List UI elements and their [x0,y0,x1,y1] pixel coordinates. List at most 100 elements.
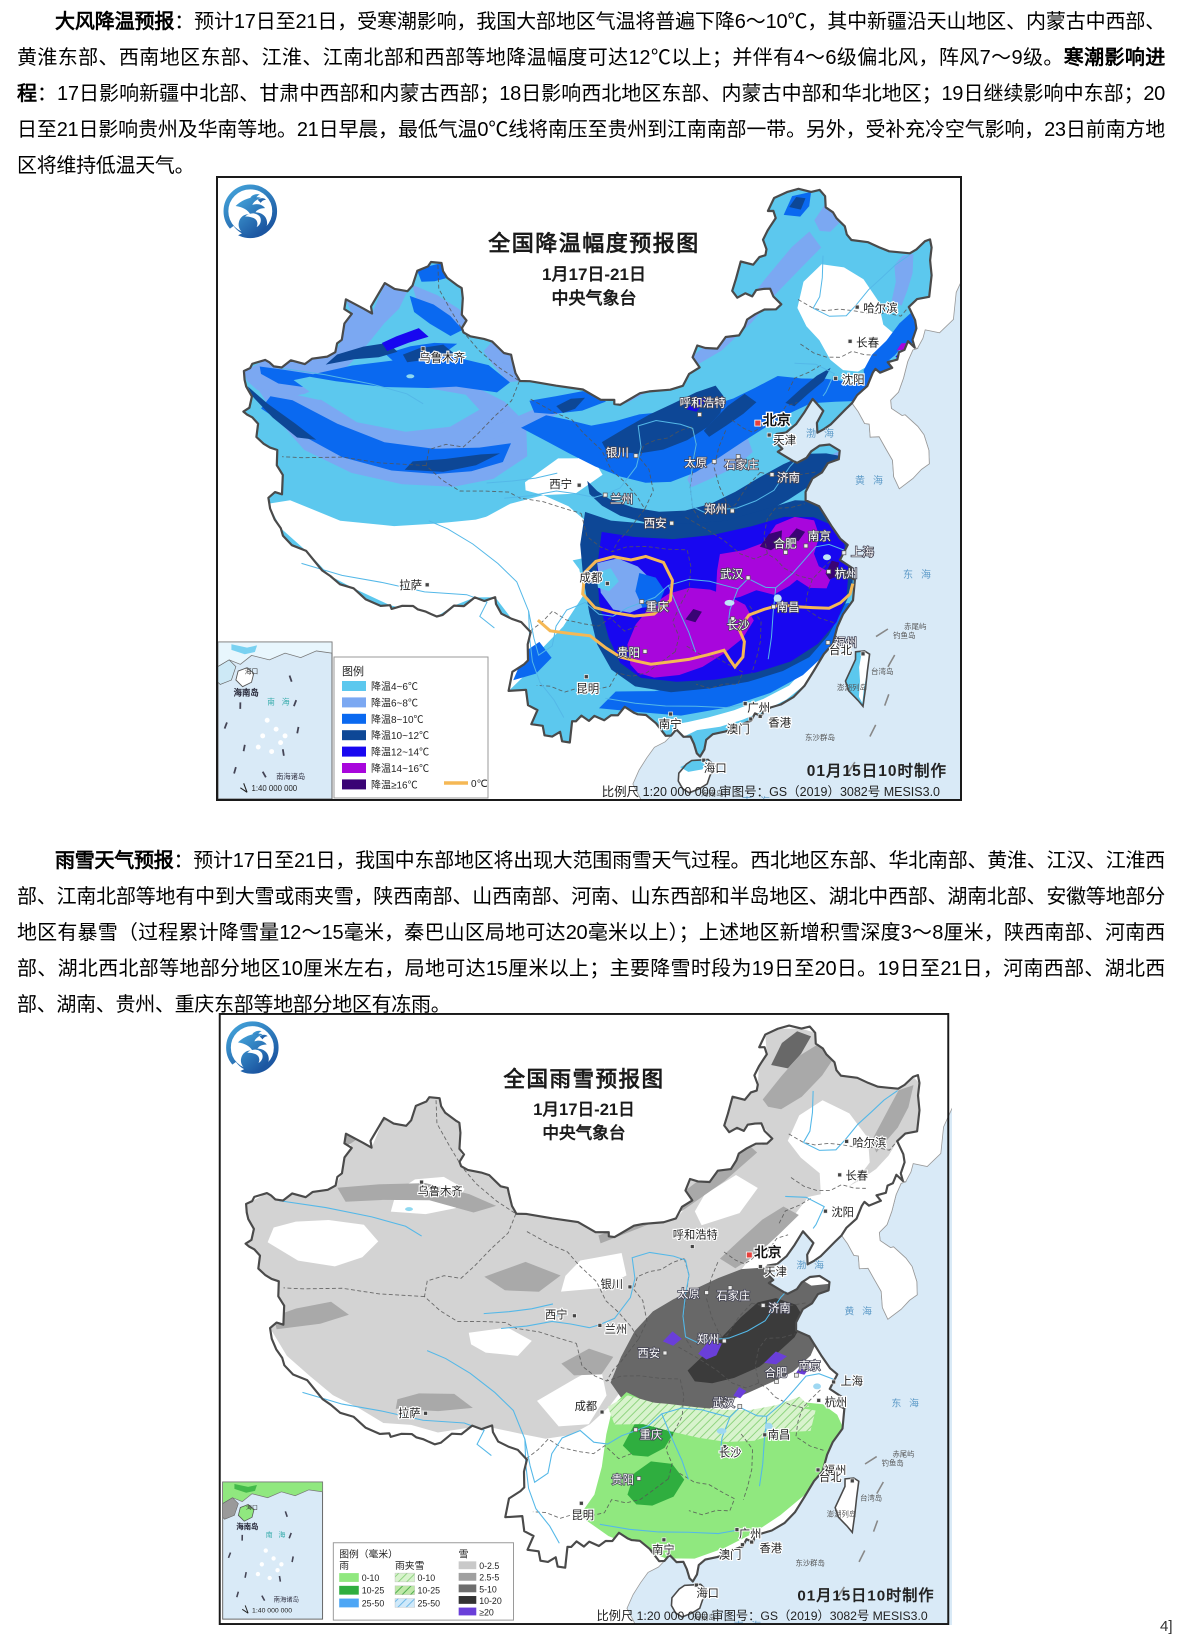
svg-text:昆明: 昆明 [576,683,599,696]
svg-text:降温8~10℃: 降温8~10℃ [371,713,424,726]
svg-text:25-50: 25-50 [418,1598,441,1608]
svg-text:呼和浩特: 呼和浩特 [680,396,726,410]
svg-text:中央气象台: 中央气象台 [552,288,637,308]
svg-text:南海: 南海 [266,1530,291,1539]
svg-text:澳门: 澳门 [719,1547,742,1561]
svg-text:兰州: 兰州 [610,493,633,506]
svg-text:北京: 北京 [754,1244,782,1260]
svg-text:海口: 海口 [245,666,258,675]
svg-text:0-2.5: 0-2.5 [479,1561,499,1571]
svg-text:南京: 南京 [798,1358,821,1372]
svg-text:25-50: 25-50 [362,1598,385,1608]
svg-text:5-10: 5-10 [479,1584,497,1594]
svg-text:西安: 西安 [638,1346,661,1360]
svg-text:长春: 长春 [846,1170,869,1183]
svg-text:哈尔滨: 哈尔滨 [852,1135,886,1149]
svg-text:澎湖列岛: 澎湖列岛 [837,682,867,692]
svg-text:石家庄: 石家庄 [724,458,759,472]
svg-text:银川: 银川 [606,446,629,460]
svg-text:合肥: 合肥 [774,536,797,550]
svg-text:成都: 成都 [575,1400,598,1413]
svg-text:昆明: 昆明 [572,1509,595,1522]
svg-text:雪: 雪 [459,1548,469,1560]
svg-text:渤海: 渤海 [806,427,842,440]
svg-text:福州: 福州 [834,636,857,650]
svg-text:香港: 香港 [768,716,791,729]
svg-text:南宁: 南宁 [652,1543,675,1557]
svg-text:雨: 雨 [339,1561,349,1572]
svg-text:郑州: 郑州 [697,1332,720,1346]
svg-text:广州: 广州 [747,702,770,715]
svg-text:福州: 福州 [824,1463,847,1477]
svg-text:黄海: 黄海 [855,474,891,487]
svg-text:海南岛: 海南岛 [236,1522,258,1531]
svg-text:台湾岛: 台湾岛 [871,666,894,676]
svg-text:沈阳: 沈阳 [842,372,865,386]
svg-text:拉萨: 拉萨 [399,578,422,592]
svg-text:黄海: 黄海 [844,1305,879,1318]
svg-text:重庆: 重庆 [646,600,669,614]
svg-text:降温4~6℃: 降温4~6℃ [371,680,418,693]
svg-text:长春: 长春 [856,336,879,349]
svg-text:南海: 南海 [267,697,296,707]
svg-text:台北: 台北 [819,1470,842,1484]
svg-text:太原: 太原 [677,1287,700,1300]
svg-text:台北: 台北 [829,643,852,657]
svg-text:武汉: 武汉 [712,1396,735,1409]
svg-text:东海: 东海 [903,568,939,581]
svg-text:海口: 海口 [704,761,727,775]
svg-text:合肥: 合肥 [765,1366,788,1380]
svg-text:天津: 天津 [773,434,796,447]
svg-text:2.5-5: 2.5-5 [479,1573,499,1583]
svg-text:贵阳: 贵阳 [617,646,640,659]
svg-text:杭州: 杭州 [825,1395,848,1409]
svg-text:钓鱼岛: 钓鱼岛 [882,1458,904,1467]
svg-text:太原: 太原 [684,457,707,470]
svg-text:兰州: 兰州 [605,1323,628,1336]
svg-text:西宁: 西宁 [545,1308,568,1322]
svg-text:01月15日10时制作: 01月15日10时制作 [807,761,947,780]
svg-text:西宁: 西宁 [549,477,572,491]
svg-text:降温10~12℃: 降温10~12℃ [371,729,429,742]
svg-text:济南: 济南 [777,471,800,485]
svg-text:全国雨雪预报图: 全国雨雪预报图 [502,1066,664,1091]
svg-text:海口: 海口 [696,1586,719,1600]
svg-text:南海诸岛: 南海诸岛 [274,1594,299,1603]
svg-text:乌鲁木齐: 乌鲁木齐 [418,1184,463,1198]
svg-text:银川: 银川 [601,1277,624,1291]
svg-text:沈阳: 沈阳 [831,1205,854,1219]
svg-text:台湾岛: 台湾岛 [860,1494,882,1503]
svg-text:香港: 香港 [759,1542,782,1555]
svg-text:海口: 海口 [246,1503,258,1511]
svg-text:全国降温幅度预报图: 全国降温幅度预报图 [487,231,700,256]
svg-text:10-20: 10-20 [479,1596,502,1606]
svg-text:南昌: 南昌 [777,600,800,614]
svg-text:澳门: 澳门 [727,722,750,736]
svg-text:南海: 南海 [734,1619,769,1625]
svg-text:1:40 000 000: 1:40 000 000 [252,1607,292,1614]
svg-text:10-25: 10-25 [418,1586,441,1596]
svg-text:南海诸岛: 南海诸岛 [276,772,305,781]
svg-text:渤海: 渤海 [796,1259,831,1272]
svg-text:乌鲁木齐: 乌鲁木齐 [419,351,465,365]
svg-text:01月15日10时制作: 01月15日10时制作 [797,1587,934,1605]
svg-text:0℃: 0℃ [471,779,488,790]
svg-text:图例: 图例 [342,664,364,678]
svg-text:降温14~16℃: 降温14~16℃ [371,762,429,775]
svg-text:郑州: 郑州 [704,502,727,516]
svg-text:南京: 南京 [808,529,831,543]
svg-text:拉萨: 拉萨 [398,1406,421,1420]
svg-text:西安: 西安 [644,516,667,530]
svg-text:10-25: 10-25 [362,1586,385,1596]
svg-text:降温12~14℃: 降温12~14℃ [371,746,429,759]
svg-text:南海: 南海 [742,795,778,801]
svg-text:赤尾屿: 赤尾屿 [904,622,927,631]
svg-text:杭州: 杭州 [835,567,858,581]
svg-text:重庆: 重庆 [640,1428,663,1442]
svg-text:贵阳: 贵阳 [611,1473,634,1486]
svg-text:比例尺 1:20 000 000 审图号：GS（2019）: 比例尺 1:20 000 000 审图号：GS（2019）3082号 MESIS… [597,1608,928,1623]
svg-text:图例（毫米）: 图例（毫米） [339,1547,398,1560]
svg-text:1:40 000 000: 1:40 000 000 [252,784,298,793]
svg-text:上海: 上海 [851,545,874,559]
svg-text:0-10: 0-10 [362,1573,380,1583]
